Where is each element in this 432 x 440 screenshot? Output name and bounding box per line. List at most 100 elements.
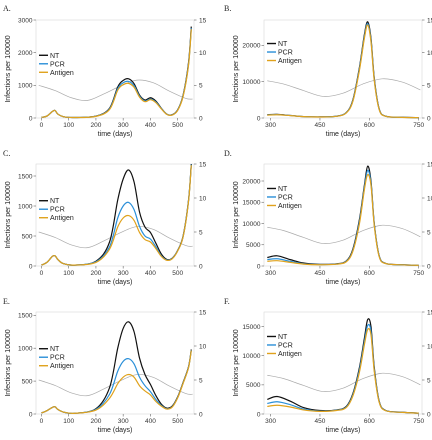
y-tick-label: 0 [257, 411, 261, 418]
y-tick-label: 0 [29, 263, 33, 270]
series-line-antigen [267, 173, 419, 266]
panel-1: A. 0 100 200 300 400 500 0 1000 2000 3000 0 5 10 15 tim… [3, 4, 207, 138]
x-tick-label: 100 [63, 270, 74, 277]
legend-entry-antigen: Antigen [50, 215, 74, 222]
x-axis-title: time (days) [98, 427, 133, 434]
y2-tick-label: 5 [199, 377, 203, 384]
x-tick-label: 300 [265, 122, 276, 129]
panel-label: E. [3, 297, 10, 306]
plot-frame [35, 19, 195, 119]
y2-tick-label: 0 [199, 115, 203, 122]
y-tick-label: 1500 [18, 173, 33, 180]
x-tick-label: 400 [145, 122, 156, 129]
y-tick-label: 1000 [18, 203, 33, 210]
series-line-pcr [267, 323, 419, 414]
y2-tick-label: 5 [427, 229, 431, 236]
x-tick-label: 300 [118, 270, 129, 277]
y-tick-label: 10000 [242, 79, 260, 86]
plot-frame [263, 19, 423, 119]
y-tick-label: 15000 [242, 324, 260, 331]
plot-frame [35, 163, 195, 267]
x-tick-label: 600 [364, 418, 375, 425]
legend-entry-nt: NT [278, 41, 288, 48]
x-tick-label: 400 [145, 418, 156, 425]
series-line-pcr [267, 169, 419, 266]
y2-tick-label: 15 [199, 161, 207, 168]
y-tick-label: 20000 [242, 43, 260, 50]
y2-tick-label: 15 [427, 161, 432, 168]
legend-entry-antigen: Antigen [278, 351, 302, 358]
y-axis-title: Infections per 100000 [5, 329, 12, 396]
x-axis-title: time (days) [326, 427, 361, 434]
x-axis-title: time (days) [326, 131, 361, 138]
series-line-antigen [267, 24, 419, 119]
y2-tick-label: 10 [199, 195, 207, 202]
legend-entry-antigen: Antigen [50, 363, 74, 370]
y2-tick-label: 5 [427, 377, 431, 384]
y2-tick-label: 10 [427, 195, 432, 202]
y-axis-title: Infections per 100000 [5, 181, 12, 248]
y-tick-label: 0 [257, 263, 261, 270]
x-tick-label: 450 [315, 122, 326, 129]
series-line-antigen [267, 327, 419, 414]
series-line-antigen [41, 165, 192, 266]
panel-label: B. [224, 4, 231, 13]
legend-entry-antigen: Antigen [278, 58, 302, 65]
panel-3: C. 0 100 200 300 400 500 0 500 1000 1500 0 5 10 15 time… [3, 149, 207, 286]
plot-frame [263, 163, 423, 267]
y-tick-label: 0 [29, 115, 33, 122]
x-tick-label: 500 [172, 122, 183, 129]
x-axis-title: time (days) [98, 279, 133, 286]
y2-tick-label: 10 [199, 343, 207, 350]
panel-2: B.30045060075001000020000051015time (day… [224, 4, 432, 138]
x-tick-label: 450 [315, 270, 326, 277]
x-tick-label: 200 [91, 418, 102, 425]
y2-tick-label: 0 [199, 263, 203, 270]
y-axis-title: Infections per 100000 [5, 35, 12, 102]
x-tick-label: 300 [265, 270, 276, 277]
x-tick-label: 200 [91, 270, 102, 277]
y-tick-label: 20000 [242, 178, 260, 185]
y-tick-label: 10000 [242, 353, 260, 360]
y-tick-label: 0 [29, 411, 33, 418]
x-tick-label: 300 [265, 418, 276, 425]
legend-entry-pcr: PCR [278, 50, 293, 57]
x-tick-label: 750 [413, 418, 424, 425]
y-tick-label: 5000 [246, 382, 261, 389]
y-tick-label: 3000 [18, 17, 33, 24]
plot-frame [263, 311, 423, 415]
legend-entry-antigen: Antigen [50, 70, 74, 77]
series-line-seasonal [38, 226, 193, 249]
y-tick-label: 1000 [18, 83, 33, 90]
legend-entry-pcr: PCR [50, 355, 65, 362]
y2-tick-label: 10 [199, 50, 207, 57]
y-tick-label: 0 [257, 115, 261, 122]
y2-tick-label: 0 [427, 411, 431, 418]
x-tick-label: 300 [118, 122, 129, 129]
y-tick-label: 15000 [242, 200, 260, 207]
x-tick-label: 400 [145, 270, 156, 277]
panel-label: A. [3, 4, 11, 13]
y-axis-title: Infections per 100000 [233, 329, 240, 396]
x-tick-label: 600 [364, 122, 375, 129]
y-axis-title: Infections per 100000 [233, 35, 240, 102]
x-tick-label: 200 [91, 122, 102, 129]
series-line-pcr [267, 23, 419, 119]
legend-entry-antigen: Antigen [278, 203, 302, 210]
x-tick-label: 0 [40, 270, 44, 277]
plot-frame [35, 311, 195, 415]
y-tick-label: 500 [22, 233, 33, 240]
x-tick-label: 0 [40, 122, 44, 129]
legend-entry-nt: NT [278, 186, 288, 193]
y-tick-label: 5000 [246, 242, 261, 249]
legend-entry-pcr: PCR [50, 61, 65, 68]
x-tick-label: 750 [413, 270, 424, 277]
panel-label: F. [224, 297, 230, 306]
x-tick-label: 750 [413, 122, 424, 129]
x-tick-label: 300 [118, 418, 129, 425]
series-line-seasonal [38, 79, 193, 101]
y-tick-label: 500 [22, 378, 33, 385]
panel-4: D.30045060075005000100001500020000051015… [224, 149, 432, 286]
series-line-nt [267, 318, 419, 414]
